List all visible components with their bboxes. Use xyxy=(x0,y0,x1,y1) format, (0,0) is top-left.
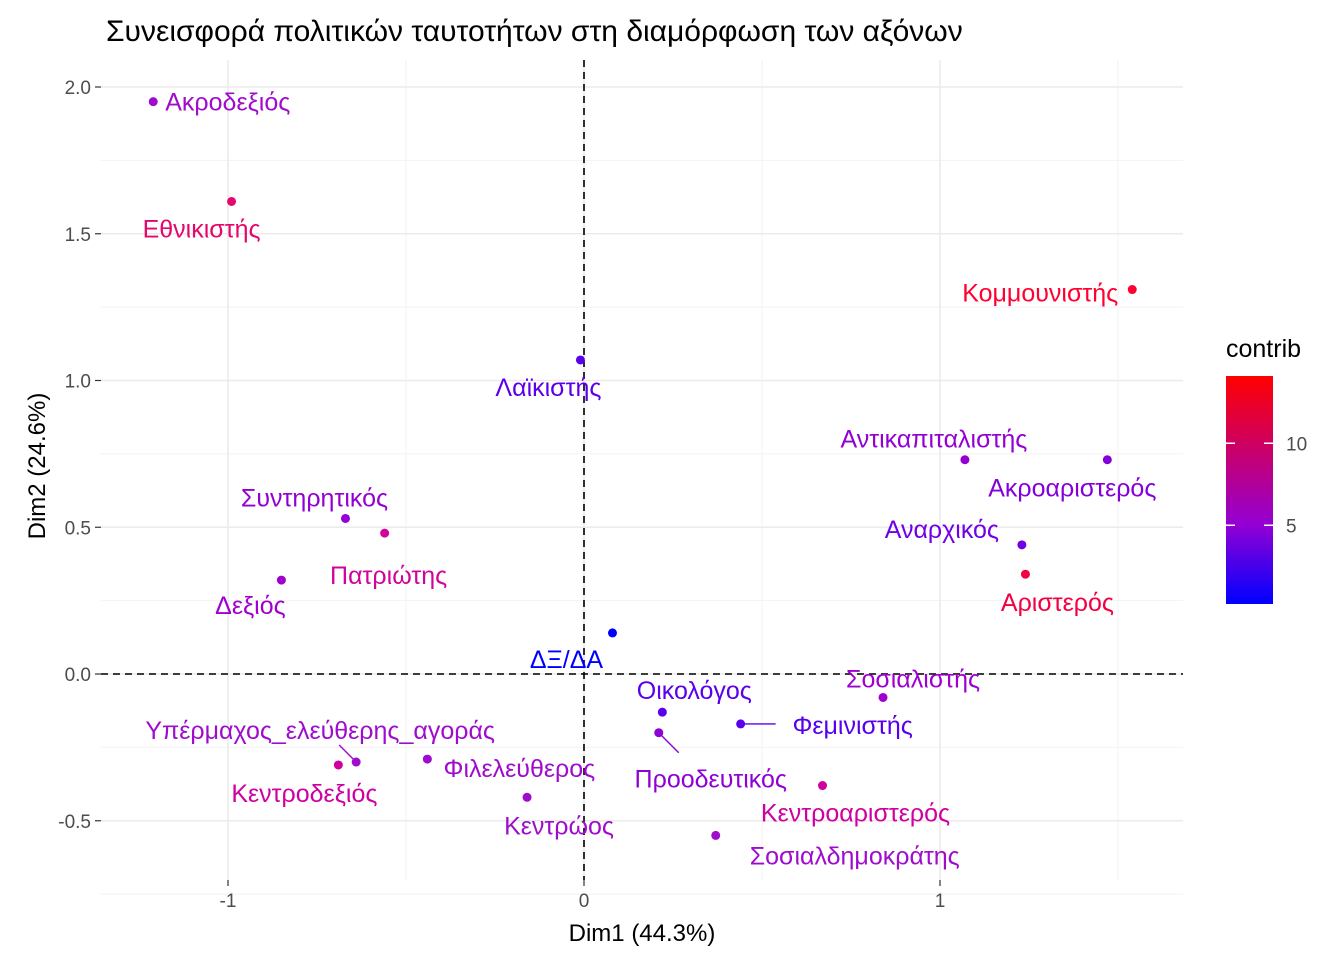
x-tick-label: 1 xyxy=(935,891,946,912)
legend-title: contrib xyxy=(1226,335,1301,363)
point-label: Πατριώτης xyxy=(330,562,447,590)
point-label: Οικολόγος xyxy=(637,677,752,705)
x-axis-title: Dim1 (44.3%) xyxy=(569,920,716,947)
data-point xyxy=(1102,455,1112,465)
color-legend: contrib 5 10 xyxy=(1226,335,1307,604)
data-points xyxy=(148,97,1137,840)
data-point xyxy=(340,513,350,523)
data-point xyxy=(148,97,158,107)
data-point xyxy=(654,728,664,738)
point-label: ΔΞ/ΔΑ xyxy=(530,646,604,674)
data-point xyxy=(711,830,721,840)
y-tick-label: 0.0 xyxy=(65,665,91,686)
y-tick-label: -0.5 xyxy=(58,812,91,833)
point-label: Υπέρμαχος_ελεύθερης_αγοράς xyxy=(145,717,495,745)
point-label: Φεμινιστής xyxy=(792,712,912,740)
y-tick-label: 0.5 xyxy=(65,518,91,539)
data-point xyxy=(575,355,585,365)
point-label: Σοσιαλδημοκράτης xyxy=(750,842,960,870)
y-axis-title: Dim2 (24.6%) xyxy=(24,393,51,540)
data-point xyxy=(227,196,237,206)
legend-tick-label: 10 xyxy=(1286,434,1307,455)
data-point xyxy=(522,792,532,802)
point-label: Συντηρητικός xyxy=(241,484,388,512)
point-label: Κεντρώος xyxy=(504,812,614,840)
data-point xyxy=(1020,569,1030,579)
data-point xyxy=(878,692,888,702)
point-label: Κεντροαριστερός xyxy=(761,800,950,828)
point-label: Αριστερός xyxy=(1001,589,1114,617)
data-point xyxy=(1127,285,1137,295)
data-point xyxy=(276,575,286,585)
point-label: Προοδευτικός xyxy=(635,766,787,794)
legend-tick-label: 5 xyxy=(1286,516,1297,537)
data-point xyxy=(380,528,390,538)
point-label: Ακροδεξιός xyxy=(165,89,290,117)
y-tick-label: 2.0 xyxy=(65,78,91,99)
point-label: Λαϊκιστής xyxy=(495,374,601,402)
data-point xyxy=(333,760,343,770)
chart-title: Συνεισφορά πολιτικών ταυτοτήτων στη διαμ… xyxy=(106,15,963,48)
data-point xyxy=(1017,540,1027,550)
point-label: Αντικαπιταλιστής xyxy=(840,426,1027,454)
y-tick-label: 1.5 xyxy=(65,225,91,246)
data-point xyxy=(818,781,828,791)
y-tick-label: 1.0 xyxy=(65,372,91,393)
point-label: Εθνικιστής xyxy=(143,215,261,243)
x-tick-label: -1 xyxy=(220,891,237,912)
data-point xyxy=(351,757,361,767)
point-label: Δεξιός xyxy=(215,592,286,620)
point-labels: Ακροδεξιός Εθνικιστής Κομμουνιστής Λαϊκιστή… xyxy=(143,89,1157,871)
legend-ticks: 5 10 xyxy=(1226,434,1307,537)
data-point xyxy=(657,707,667,717)
reference-lines xyxy=(101,60,1183,880)
data-point xyxy=(736,719,746,729)
point-label: Κομμουνιστής xyxy=(962,280,1118,308)
point-label: Ακροαριστερός xyxy=(988,475,1156,503)
x-tick-label: 0 xyxy=(579,891,590,912)
data-point xyxy=(960,455,970,465)
point-label: Κεντροδεξιός xyxy=(231,780,377,808)
data-point xyxy=(422,754,432,764)
label-leader-line xyxy=(658,732,680,754)
legend-colorbar xyxy=(1226,376,1273,604)
axis-ticks: -1 0 1 -0.5 0.0 0.5 1.0 1.5 2.0 xyxy=(58,78,945,912)
data-point xyxy=(607,628,617,638)
point-label: Αναρχικός xyxy=(885,516,999,544)
point-label: Σοσιαλιστής xyxy=(846,665,980,693)
point-label: Φιλελεύθερος xyxy=(444,755,596,783)
